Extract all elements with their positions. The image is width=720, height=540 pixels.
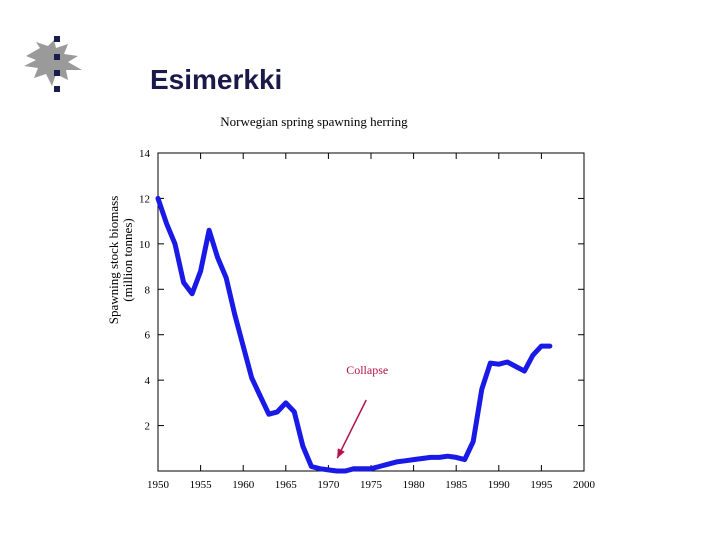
y-tick-label: 4 [145, 375, 151, 387]
data-point [429, 455, 433, 459]
data-point [403, 459, 407, 463]
x-ticks: 1950 1955 1960 1965 1970 1975 1980 1985 1990 1995… [147, 153, 596, 491]
x-tick-label: 1975 [360, 479, 383, 491]
data-point [182, 281, 186, 284]
data-point [292, 410, 296, 414]
data-point [301, 444, 305, 448]
data-point [343, 469, 347, 473]
y-tick-label: 2 [145, 421, 151, 433]
plot-frame [157, 152, 585, 472]
collapse-annotation-label: Collapse [346, 363, 388, 377]
data-point [488, 361, 492, 365]
y-tick-label: 12 [139, 193, 150, 205]
data-point [284, 401, 288, 405]
data-point [275, 410, 279, 414]
x-tick-label: 2000 [573, 479, 596, 491]
data-point [318, 467, 322, 471]
data-point [412, 458, 416, 462]
data-point [165, 221, 168, 225]
data-point [156, 196, 160, 200]
data-point [267, 412, 271, 416]
data-point [378, 465, 381, 468]
y-axis-label-line-2: (million tonnes) [120, 218, 135, 301]
data-point [224, 276, 228, 280]
slide-title: Esimerkki [150, 64, 283, 95]
collapse-arrow-head [337, 448, 345, 459]
data-point [241, 344, 245, 348]
data-point [497, 362, 501, 366]
y-axis-label-line-1: Spawning stock biomass [106, 196, 121, 325]
series-line [155, 195, 553, 474]
data-point [335, 469, 339, 473]
data-point [258, 394, 262, 398]
data-point [471, 440, 475, 443]
x-tick-label: 1990 [488, 479, 511, 491]
data-point [309, 465, 313, 468]
x-tick-label: 1995 [530, 479, 553, 491]
data-point [548, 344, 552, 348]
logo-square-1 [54, 36, 60, 42]
x-tick-label: 1980 [403, 479, 426, 491]
data-point [531, 353, 535, 357]
x-tick-label: 1965 [275, 479, 298, 491]
data-point [352, 467, 356, 471]
data-point [326, 468, 330, 472]
data-point [207, 228, 211, 232]
collapse-arrow-line [336, 399, 367, 459]
y-ticks: 2 4 6 8 10 12 14 [139, 148, 584, 433]
data-point [173, 242, 177, 246]
series-layer [155, 195, 553, 474]
data-point [216, 256, 220, 259]
data-point [514, 365, 518, 368]
y-tick-label: 14 [139, 148, 151, 160]
data-point [463, 458, 467, 462]
logo-flame-shape [24, 40, 82, 86]
x-tick-label: 1970 [317, 479, 340, 491]
data-point [539, 344, 543, 348]
data-point [361, 467, 364, 471]
data-point [190, 292, 194, 296]
logo-square-2 [54, 54, 60, 60]
data-point [454, 455, 458, 459]
data-point [233, 312, 237, 316]
logo-square-3 [54, 70, 60, 76]
data-point [420, 457, 424, 460]
data-point [369, 467, 373, 471]
annotation-layer: Collapse [336, 363, 388, 459]
data-point [480, 387, 484, 391]
x-tick-label: 1985 [445, 479, 468, 491]
data-point [199, 269, 203, 273]
y-tick-label: 10 [139, 239, 151, 251]
y-tick-label: 8 [145, 284, 151, 296]
data-point [522, 369, 526, 373]
y-axis-label: Spawning stock biomass (million tonnes) [106, 196, 135, 325]
chart-title: Norwegian spring spawning herring [220, 114, 408, 129]
data-point [250, 376, 254, 380]
university-logo-icon [24, 36, 82, 92]
x-tick-label: 1960 [232, 479, 255, 491]
data-point [395, 460, 399, 464]
data-point [446, 454, 450, 458]
x-tick-label: 1950 [147, 479, 170, 491]
data-point [505, 360, 509, 364]
logo-square-4 [54, 86, 60, 92]
data-point [437, 455, 441, 459]
x-tick-label: 1955 [190, 479, 213, 491]
y-tick-label: 6 [145, 330, 151, 342]
data-point [386, 462, 390, 466]
